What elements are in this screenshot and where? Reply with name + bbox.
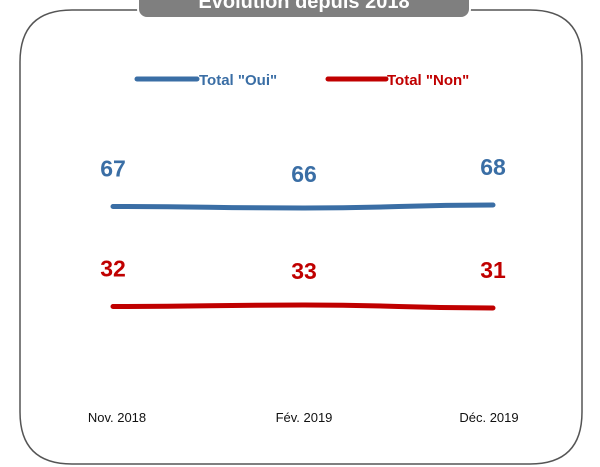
series-line-0 — [110, 202, 496, 211]
data-label: 68 — [480, 154, 506, 180]
data-label: 66 — [291, 161, 317, 187]
legend-item-non: Total "Non" — [325, 72, 469, 89]
data-label: 33 — [291, 258, 317, 284]
x-tick-label: Déc. 2019 — [459, 410, 518, 425]
x-tick-label: Fév. 2019 — [276, 410, 333, 425]
series-layer: 67 66 68 32 33 31 — [100, 154, 506, 311]
legend-label-oui: Total "Oui" — [199, 72, 277, 89]
series-line-1 — [110, 302, 496, 311]
legend-label-non: Total "Non" — [387, 72, 469, 89]
legend: Total "Oui" Total "Non" — [134, 72, 469, 89]
data-label: 67 — [100, 156, 126, 182]
chart-title: Evolution depuis 2018 — [198, 0, 409, 13]
x-tick-label: Nov. 2018 — [88, 410, 146, 425]
data-label: 32 — [100, 256, 126, 282]
legend-item-oui: Total "Oui" — [134, 72, 277, 89]
x-axis: Nov. 2018 Fév. 2019 Déc. 2019 — [88, 410, 519, 425]
chart-frame — [19, 9, 583, 465]
title-banner: Evolution depuis 2018 — [137, 0, 471, 19]
data-label: 31 — [480, 257, 506, 283]
